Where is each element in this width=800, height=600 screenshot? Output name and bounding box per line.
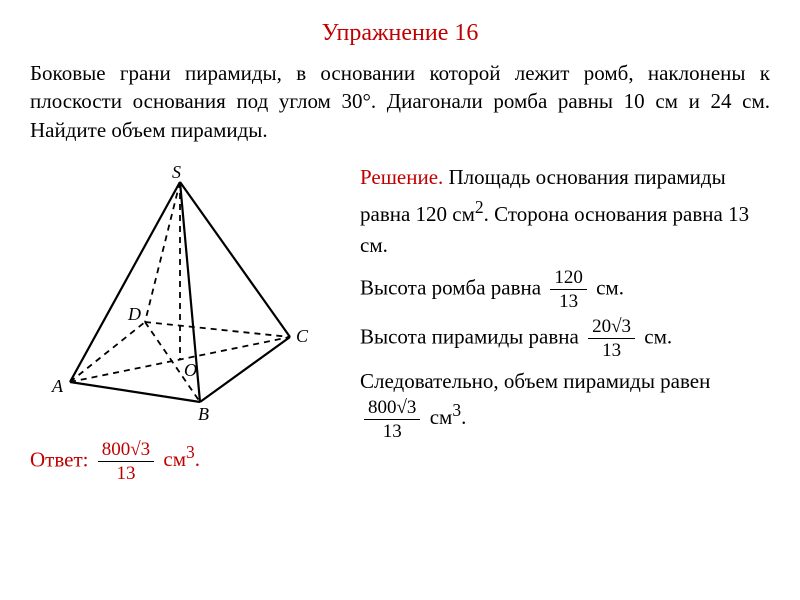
- pyr-h-label-b: см.: [644, 324, 672, 348]
- answer-unit: см3.: [163, 447, 200, 471]
- edge-AD: [70, 322, 145, 382]
- label-O: O: [184, 360, 197, 380]
- label-S: S: [172, 162, 181, 182]
- vol-label-a: Следовательно, объем пирамиды равен: [360, 369, 710, 393]
- rh-frac-num: 120: [550, 268, 587, 290]
- ph-frac-num: 20√3: [588, 317, 635, 339]
- rhombus-h-label-a: Высота ромба равна: [360, 275, 546, 299]
- label-A: A: [51, 376, 64, 396]
- label-D: D: [127, 304, 141, 324]
- vol-unit-cm: см: [430, 405, 453, 429]
- solution-line1: Решение. Площадь основания пирамиды равн…: [360, 162, 770, 262]
- rhombus-h-fraction: 120 13: [550, 268, 587, 311]
- vol-fraction: 800√3 13: [364, 398, 420, 441]
- edge-AB: [70, 382, 200, 402]
- solution-volume: Следовательно, объем пирамиды равен 800√…: [360, 366, 770, 441]
- solution-column: Решение. Площадь основания пирамиды равн…: [350, 162, 770, 447]
- label-C: C: [296, 326, 309, 346]
- solution-pyramid-height: Высота пирамиды равна 20√3 13 см.: [360, 317, 770, 360]
- rh-frac-den: 13: [550, 290, 587, 311]
- answer-unit-dot: .: [195, 447, 200, 471]
- pyramid-diagram: S A B C D O: [30, 162, 330, 422]
- answer-label: Ответ:: [30, 447, 88, 471]
- vol-unit-dot: .: [461, 405, 466, 429]
- label-B: B: [198, 404, 209, 422]
- vol-frac-num: 800√3: [364, 398, 420, 420]
- answer-unit-cm: см: [163, 447, 186, 471]
- answer-fraction: 800√3 13: [98, 440, 154, 483]
- edge-DC: [145, 322, 290, 337]
- problem-statement: Боковые грани пирамиды, в основании кото…: [30, 59, 770, 144]
- ph-frac-den: 13: [588, 339, 635, 360]
- solution-heading: Решение.: [360, 165, 443, 189]
- answer-frac-num: 800√3: [98, 440, 154, 462]
- rhombus-h-label-b: см.: [596, 275, 624, 299]
- content-row: S A B C D O Ответ: 800√3 13 см3. Решение…: [30, 162, 770, 483]
- answer-frac-den: 13: [98, 462, 154, 483]
- pyr-h-label-a: Высота пирамиды равна: [360, 324, 584, 348]
- solution-rhombus-height: Высота ромба равна 120 13 см.: [360, 268, 770, 311]
- answer-line: Ответ: 800√3 13 см3.: [30, 440, 350, 483]
- pyr-h-fraction: 20√3 13: [588, 317, 635, 360]
- vol-unit: см3.: [430, 405, 467, 429]
- exercise-title: Упражнение 16: [30, 20, 770, 47]
- edge-SA: [70, 182, 180, 382]
- edge-SD: [145, 182, 180, 322]
- edge-SC: [180, 182, 290, 337]
- diagram-column: S A B C D O Ответ: 800√3 13 см3.: [30, 162, 350, 483]
- vol-frac-den: 13: [364, 420, 420, 441]
